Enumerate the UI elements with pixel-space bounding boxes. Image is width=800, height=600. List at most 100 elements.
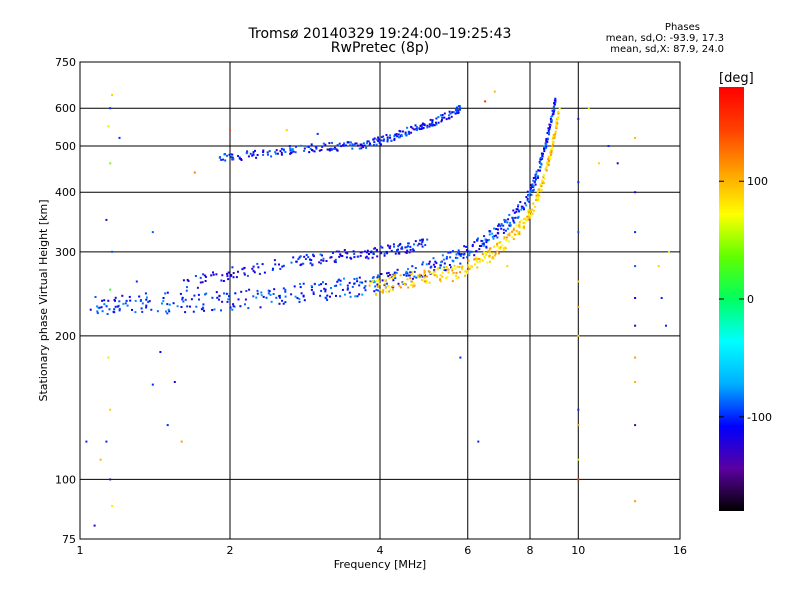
echo-point [309,262,312,265]
echo-point [367,140,370,143]
echo-point [554,133,557,136]
echo-point [244,303,246,306]
echo-point [444,269,447,272]
echo-point [361,281,364,284]
echo-point [528,215,531,218]
echo-point [507,240,510,243]
echo-point [103,303,106,306]
echo-point [221,274,224,277]
echo-point [294,151,297,154]
echo-point [387,275,390,278]
echo-point [457,105,460,108]
echo-point [290,293,293,296]
echo-point [202,273,205,276]
grid-lines [80,62,680,539]
echo-point [364,280,367,283]
echo-point [470,264,473,267]
echo-point [375,143,378,146]
echo-point [478,248,481,251]
echo-point [451,272,454,275]
echo-point [330,287,332,289]
echo-point [358,284,361,287]
echo-point [96,305,99,308]
echo-point [227,278,230,281]
echo-point [422,127,425,129]
echo-point [390,249,393,252]
echo-point [543,150,546,153]
echo-point [338,255,341,258]
echo-point [525,204,528,207]
echo-point [179,292,182,295]
echo-point [556,122,559,125]
echo-point [421,263,424,266]
echo-point [324,296,327,299]
data-points [85,90,670,527]
echo-point [597,162,600,165]
echo-point [660,297,663,299]
echo-point [410,273,413,275]
echo-point [457,109,460,112]
echo-point [439,264,442,267]
echo-point [232,157,235,160]
echo-point [428,123,431,126]
echo-point [144,292,147,295]
echo-point [198,298,200,301]
echo-point [546,137,549,140]
echo-point [187,280,190,282]
echo-point [518,233,521,235]
echo-point [496,243,498,246]
echo-point [237,155,239,157]
echo-point [423,276,426,279]
echo-point [451,250,454,252]
echo-point [335,284,338,287]
echo-point [449,112,452,115]
echo-point [439,114,442,117]
echo-point [141,310,144,313]
echo-point [407,242,410,245]
echo-point [296,297,299,300]
echo-point [522,206,525,209]
echo-point [310,285,313,288]
echo-point [577,117,580,120]
echo-point [232,276,235,279]
echo-point [96,310,99,313]
echo-point [404,272,407,275]
echo-point [230,156,233,159]
echo-point [254,149,256,152]
echo-point [446,276,449,279]
echo-point [556,116,559,119]
echo-point [389,136,392,139]
echo-point [665,324,667,327]
echo-point [96,312,99,315]
echo-point [111,93,114,96]
echo-point [394,276,396,279]
echo-point [485,245,488,248]
echo-point [164,292,167,295]
echo-point [159,351,162,353]
echo-point [222,158,225,161]
echo-point [550,153,553,156]
echo-point [436,268,439,271]
y-tick-label: 100 [55,473,76,486]
echo-point [368,281,371,284]
echo-point [508,234,511,237]
echo-point [347,141,350,144]
echo-point [551,109,554,112]
echo-point [410,131,413,134]
echo-point [107,356,110,359]
echo-point [402,273,405,276]
echo-point [202,306,205,309]
echo-point [173,381,176,383]
echo-point [284,288,287,291]
echo-point [336,280,339,283]
echo-point [443,266,445,269]
chart-title: Tromsø 20140329 19:24:00–19:25:43 [248,26,512,42]
echo-point [366,251,368,254]
echo-point [273,259,276,262]
echo-point [554,130,557,133]
echo-point [182,279,185,282]
echo-point [435,117,438,120]
echo-point [247,155,250,158]
echo-point [404,246,407,249]
echo-point [553,109,555,112]
